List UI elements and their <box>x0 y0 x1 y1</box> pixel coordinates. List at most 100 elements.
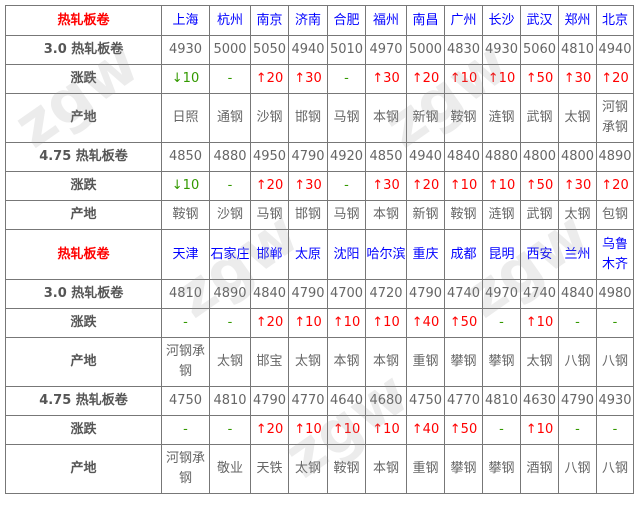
price-row: 4.75 热轧板卷 4850 4880 4950 4790 4920 4850 4940 484… <box>5 142 634 172</box>
origin-cell: 八钢 <box>558 444 597 494</box>
city-link[interactable]: 西安 <box>520 229 559 280</box>
price-cell: 4850 <box>161 142 210 172</box>
origin-cell: 太钢 <box>209 337 251 387</box>
city-link[interactable]: 石家庄 <box>209 229 251 280</box>
price-cell: 4790 <box>558 386 597 416</box>
origin-row: 产地 河钢承钢 太钢 邯宝 太钢 本钢 本钢 重钢 攀钢 攀钢 太钢 八钢 八钢 <box>5 337 634 387</box>
price-cell: 4940 <box>406 142 445 172</box>
change-cell: - <box>558 308 597 338</box>
change-cell: ↑10 <box>327 415 366 445</box>
origin-cell: 本钢 <box>365 200 407 230</box>
origin-cell: 河钢承钢 <box>596 93 634 143</box>
change-cell: - <box>327 64 366 94</box>
price-cell: 4810 <box>482 386 521 416</box>
price-cell: 4790 <box>288 142 328 172</box>
city-link[interactable]: 兰州 <box>558 229 597 280</box>
origin-cell: 攀钢 <box>444 444 483 494</box>
origin-cell: 攀钢 <box>444 337 483 387</box>
change-cell: ↑50 <box>520 171 559 201</box>
change-row: 涨跌 - - ↑20 ↑10 ↑10 ↑10 ↑40 ↑50- ↑10- - <box>5 308 634 338</box>
price-cell: 4790 <box>250 386 289 416</box>
city-link[interactable]: 重庆 <box>406 229 445 280</box>
city-link[interactable]: 天津 <box>161 229 210 280</box>
origin-cell: 太钢 <box>288 444 328 494</box>
origin-cell: 马钢 <box>327 200 366 230</box>
origin-cell: 重钢 <box>406 337 445 387</box>
price-cell: 4790 <box>406 279 445 309</box>
city-link[interactable]: 哈尔滨 <box>365 229 407 280</box>
origin-row: 产地 河钢承钢 敬业 天铁 太钢 鞍钢 本钢 重钢 攀钢 攀钢 酒钢 八钢 八钢 <box>5 444 634 494</box>
city-link[interactable]: 合肥 <box>327 5 366 36</box>
origin-cell: 重钢 <box>406 444 445 494</box>
change-row: 涨跌 ↓10- ↑20 ↑30- ↑30 ↑20 ↑10 ↑10 ↑50 ↑30 ↑20 <box>5 171 634 201</box>
origin-cell: 太钢 <box>520 337 559 387</box>
city-link[interactable]: 成都 <box>444 229 483 280</box>
change-cell: - <box>482 415 521 445</box>
city-link[interactable]: 南京 <box>250 5 289 36</box>
change-cell: ↑30 <box>558 64 597 94</box>
change-cell: - <box>482 308 521 338</box>
change-cell: ↑50 <box>444 308 483 338</box>
row-label: 3.0 热轧板卷 <box>5 279 162 309</box>
city-link[interactable]: 杭州 <box>209 5 251 36</box>
price-cell: 4800 <box>558 142 597 172</box>
price-cell: 4880 <box>482 142 521 172</box>
change-cell: ↑10 <box>444 171 483 201</box>
city-link[interactable]: 广州 <box>444 5 483 36</box>
price-cell: 4640 <box>327 386 366 416</box>
price-cell: 4740 <box>520 279 559 309</box>
city-link[interactable]: 长沙 <box>482 5 521 36</box>
origin-cell: 邯宝 <box>250 337 289 387</box>
change-cell: ↑10 <box>365 415 407 445</box>
city-link[interactable]: 济南 <box>288 5 328 36</box>
city-link[interactable]: 沈阳 <box>327 229 366 280</box>
origin-cell: 鞍钢 <box>444 93 483 143</box>
change-cell: ↑20 <box>250 308 289 338</box>
price-cell: 4740 <box>444 279 483 309</box>
price-cell: 5000 <box>406 35 445 65</box>
change-cell: ↑30 <box>365 64 407 94</box>
change-cell: ↑10 <box>288 308 328 338</box>
origin-cell: 马钢 <box>250 200 289 230</box>
change-cell: ↑10 <box>327 308 366 338</box>
city-link[interactable]: 邯郸 <box>250 229 289 280</box>
price-cell: 4840 <box>444 142 483 172</box>
city-link[interactable]: 昆明 <box>482 229 521 280</box>
city-link[interactable]: 南昌 <box>406 5 445 36</box>
origin-cell: 攀钢 <box>482 337 521 387</box>
change-cell: ↑50 <box>520 64 559 94</box>
change-cell: ↑10 <box>520 308 559 338</box>
price-cell: 4850 <box>365 142 407 172</box>
price-cell: 5050 <box>250 35 289 65</box>
price-cell: 4980 <box>596 279 634 309</box>
origin-cell: 邯钢 <box>288 93 328 143</box>
city-link[interactable]: 福州 <box>365 5 407 36</box>
row-label: 涨跌 <box>5 308 162 338</box>
city-link[interactable]: 郑州 <box>558 5 597 36</box>
city-header-row: 热轧板卷 天津 石家庄 邯郸 太原 沈阳 哈尔滨 重庆 成都 昆明 西安 兰州 乌鲁木齐 <box>5 229 634 280</box>
change-cell: ↑50 <box>444 415 483 445</box>
change-cell: ↑10 <box>288 415 328 445</box>
price-cell: 4970 <box>482 279 521 309</box>
row-label: 产地 <box>5 93 162 143</box>
city-link[interactable]: 乌鲁木齐 <box>596 229 634 280</box>
price-row: 3.0 热轧板卷 4930 5000 5050 4940 5010 4970 5000 4830… <box>5 35 634 65</box>
origin-cell: 武钢 <box>520 200 559 230</box>
change-cell: - <box>558 415 597 445</box>
change-cell: - <box>209 171 251 201</box>
change-cell: ↑20 <box>250 64 289 94</box>
city-link[interactable]: 太原 <box>288 229 328 280</box>
city-link[interactable]: 上海 <box>161 5 210 36</box>
change-row: 涨跌 - - ↑20 ↑10 ↑10 ↑10 ↑40 ↑50- ↑10- - <box>5 415 634 445</box>
change-cell: - <box>209 64 251 94</box>
origin-cell: 沙钢 <box>250 93 289 143</box>
price-cell: 4840 <box>558 279 597 309</box>
city-link[interactable]: 北京 <box>596 5 634 36</box>
origin-cell: 本钢 <box>365 337 407 387</box>
city-link[interactable]: 武汉 <box>520 5 559 36</box>
price-cell: 4970 <box>365 35 407 65</box>
row-label: 产地 <box>5 200 162 230</box>
origin-cell: 涟钢 <box>482 200 521 230</box>
origin-cell: 本钢 <box>365 93 407 143</box>
price-cell: 4770 <box>288 386 328 416</box>
